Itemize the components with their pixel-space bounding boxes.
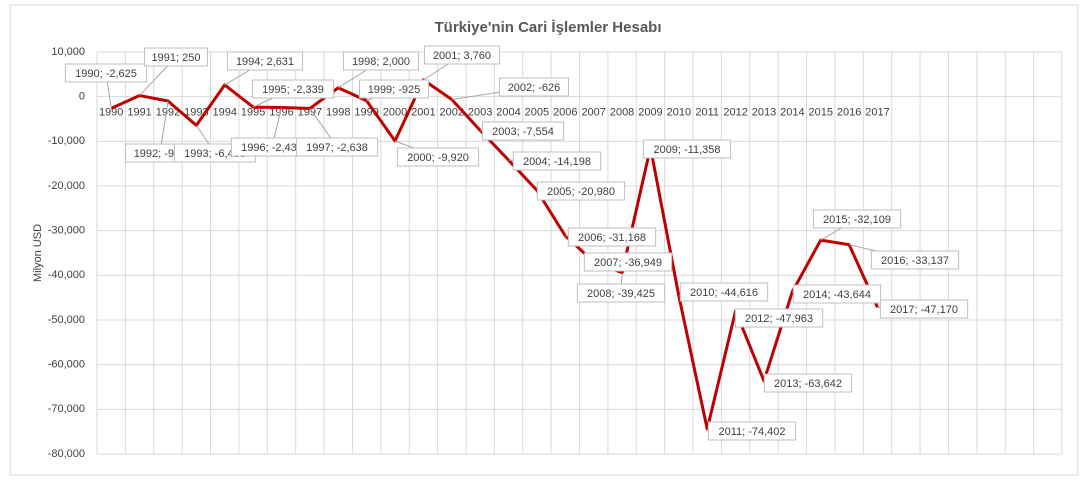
data-label: 1994; 2,631 xyxy=(236,56,294,68)
y-tick-label: -30,000 xyxy=(48,225,85,237)
x-tick-label: 2017 xyxy=(865,107,889,119)
data-label: 2005; -20,980 xyxy=(547,186,615,198)
data-label: 2012; -47,963 xyxy=(745,313,813,325)
x-tick-label: 2005 xyxy=(525,107,549,119)
x-tick-label: 2014 xyxy=(780,107,804,119)
y-tick-label: 10,000 xyxy=(51,46,85,58)
data-label: 2010; -44,616 xyxy=(690,287,758,299)
x-tick-label: 1998 xyxy=(326,107,350,119)
x-tick-label: 2001 xyxy=(411,107,435,119)
data-label: 2013; -63,642 xyxy=(774,378,842,390)
data-label: 1991; 250 xyxy=(152,52,201,64)
x-tick-label: 2008 xyxy=(610,107,634,119)
x-tick-label: 2016 xyxy=(837,107,861,119)
x-tick-label: 2000 xyxy=(383,107,407,119)
data-label: 2004; -14,198 xyxy=(523,156,591,168)
data-label: 1995; -2,339 xyxy=(262,84,324,96)
x-tick-label: 2009 xyxy=(638,107,662,119)
data-label: 1999; -925 xyxy=(368,84,421,96)
data-label: 2016; -33,137 xyxy=(881,255,949,267)
data-label: 2009; -11,358 xyxy=(653,144,720,156)
y-tick-label: 0 xyxy=(79,91,85,103)
x-tick-label: 2013 xyxy=(752,107,776,119)
data-label: 2007; -36,949 xyxy=(594,257,662,269)
x-tick-label: 2010 xyxy=(667,107,691,119)
x-tick-label: 1991 xyxy=(127,107,151,119)
chart-title: Türkiye'nin Cari İşlemler Hesabı xyxy=(435,19,662,36)
x-tick-label: 2004 xyxy=(496,107,520,119)
y-tick-label: -60,000 xyxy=(48,359,85,371)
y-tick-label: -80,000 xyxy=(48,448,85,460)
x-tick-label: 2007 xyxy=(581,107,605,119)
x-tick-label: 2003 xyxy=(468,107,492,119)
data-label: 2002; -626 xyxy=(508,82,561,94)
data-label: 1997; -2,638 xyxy=(306,142,368,154)
x-tick-label: 2015 xyxy=(809,107,833,119)
y-tick-label: -70,000 xyxy=(48,403,85,415)
data-label: 2017; -47,170 xyxy=(890,304,958,316)
x-tick-label: 1994 xyxy=(212,107,236,119)
data-label: 1996; -2,437 xyxy=(241,142,303,154)
data-label: 1998; 2,000 xyxy=(352,56,410,68)
data-label: 2001; 3,760 xyxy=(433,50,491,62)
data-label: 2008; -39,425 xyxy=(587,288,655,300)
x-tick-label: 2011 xyxy=(695,107,719,119)
data-label: 2000; -9,920 xyxy=(407,152,469,164)
y-tick-label: -20,000 xyxy=(48,180,85,192)
y-tick-label: -50,000 xyxy=(48,314,85,326)
x-tick-label: 2006 xyxy=(553,107,577,119)
data-label: 2014; -43,644 xyxy=(803,289,871,301)
y-tick-label: -40,000 xyxy=(48,269,85,281)
data-label: 2003; -7,554 xyxy=(492,126,554,138)
data-label: 2006; -31,168 xyxy=(578,232,646,244)
data-label: 2011; -74,402 xyxy=(718,426,785,438)
data-label: 2015; -32,109 xyxy=(823,214,891,226)
chart-area xyxy=(10,5,1078,475)
x-tick-label: 2012 xyxy=(723,107,747,119)
y-axis-title: Milyon USD xyxy=(32,224,44,282)
data-label: 1990; -2,625 xyxy=(75,68,137,80)
y-tick-label: -10,000 xyxy=(48,135,85,147)
